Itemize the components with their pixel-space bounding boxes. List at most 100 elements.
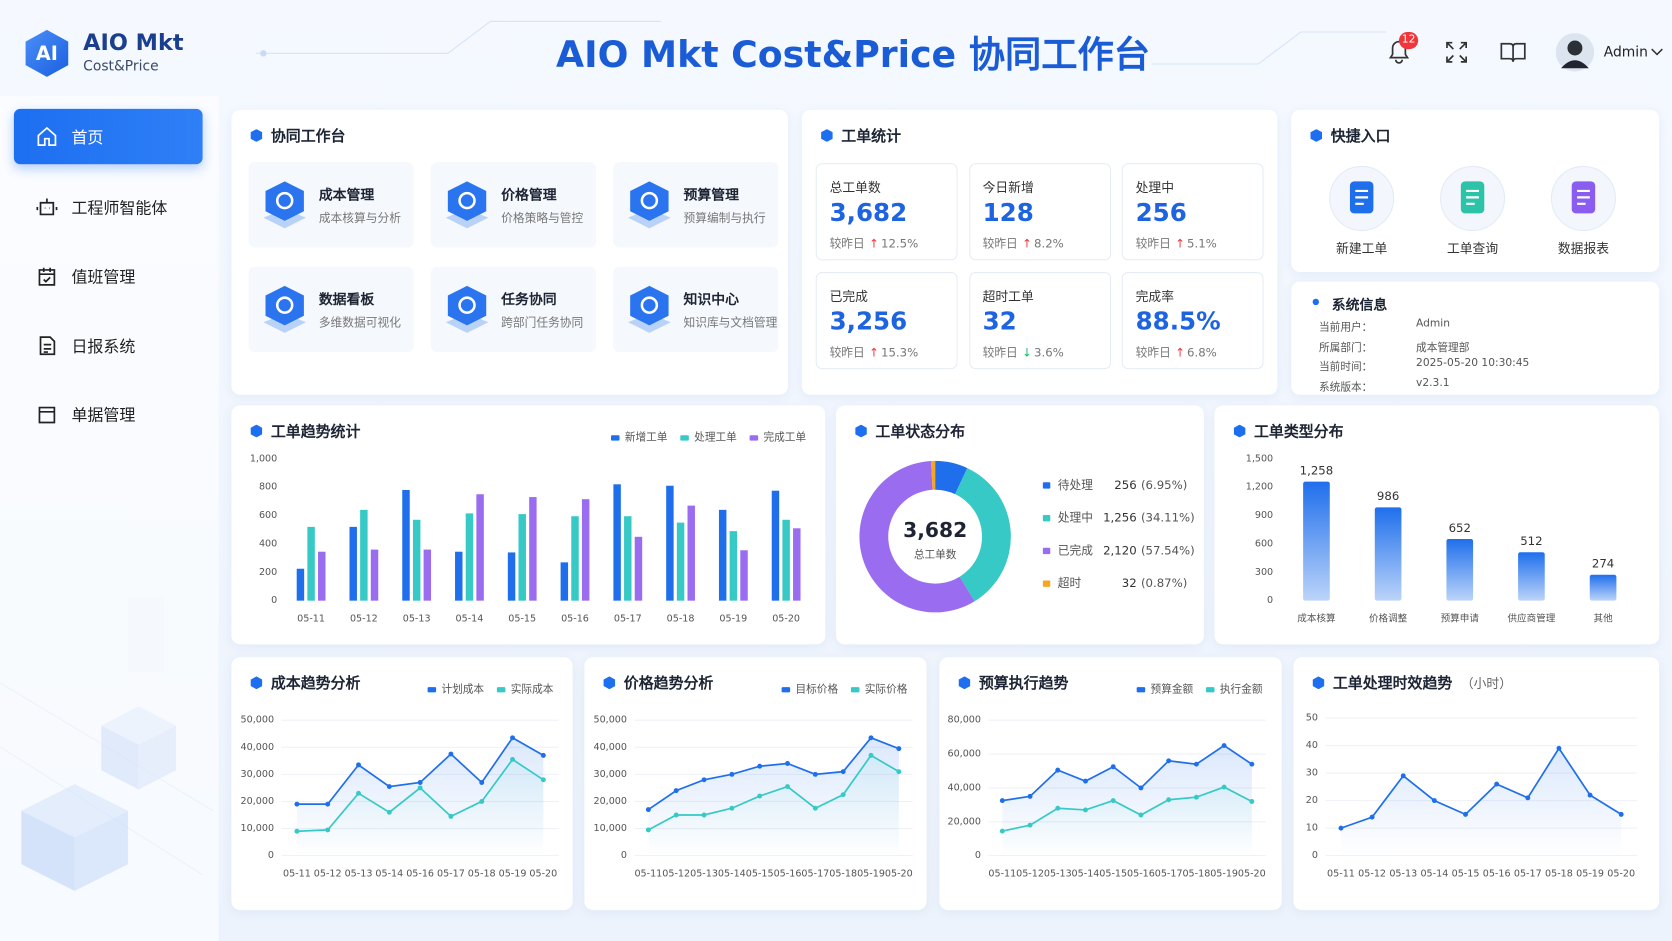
legend-label: 待处理 xyxy=(1058,478,1093,492)
value-label: 512 xyxy=(1520,534,1542,548)
x-tick-label: 05-18 xyxy=(1182,868,1210,879)
point xyxy=(1221,784,1227,790)
module-card[interactable]: 预算管理 预算编制与执行 xyxy=(613,162,779,248)
legend-swatch xyxy=(749,434,759,441)
point xyxy=(785,761,790,766)
legend: 计划成本 实际成本 xyxy=(427,680,554,696)
quick-icon[interactable] xyxy=(1440,165,1506,231)
quick-icon[interactable] xyxy=(1329,165,1395,231)
x-tick-label: 05-16 xyxy=(1483,868,1511,879)
user-menu-caret[interactable] xyxy=(1651,48,1664,57)
quick-label[interactable]: 数据报表 xyxy=(1557,241,1610,257)
y-tick-label: 400 xyxy=(259,538,277,549)
bar xyxy=(740,550,748,601)
point xyxy=(1055,767,1061,773)
stat-value: 88.5% xyxy=(1135,308,1221,337)
x-tick-label: 05-13 xyxy=(690,868,718,879)
module-card[interactable]: 知识中心 知识库与文档管理 xyxy=(613,266,779,353)
status-panel: 工单状态分布 待处理 256 (6.95%) 处理中 1,256 (34.11%) 已完成 2… xyxy=(835,405,1204,645)
stat-card: 总工单数 3,682 较昨日 ↑ 12.5% xyxy=(815,163,958,261)
x-tick-label: 05-20 xyxy=(529,868,557,879)
legend-label: 实际成本 xyxy=(510,683,554,696)
value-label: 274 xyxy=(1592,557,1614,571)
y-tick-label: 50,000 xyxy=(241,715,275,726)
workbench-panel: 协同工作台 成本管理 成本核算与分析 价格管理 价格策略与管控 预算管理 预算编制与执行数… xyxy=(231,109,788,395)
x-tick-label: 05-14 xyxy=(1420,868,1448,879)
value-label: 1,258 xyxy=(1300,463,1334,477)
y-tick-label: 0 xyxy=(271,595,277,606)
icon-shape xyxy=(39,336,56,356)
point xyxy=(868,752,874,758)
quick-icon[interactable] xyxy=(1550,165,1616,231)
x-tick-label: 05-13 xyxy=(345,868,373,879)
x-tick-label: 05-14 xyxy=(456,613,484,624)
module-name: 知识中心 xyxy=(683,292,739,309)
legend-swatch xyxy=(610,434,620,441)
legend-value: 2,120 xyxy=(1103,543,1137,557)
y-tick-label: 600 xyxy=(1255,538,1273,549)
fullscreen-icon[interactable] xyxy=(1445,41,1468,64)
avatar[interactable] xyxy=(1555,33,1595,72)
y-tick-label: 1,000 xyxy=(250,453,277,464)
x-tick-label: 05-20 xyxy=(885,868,913,879)
title-text: 预算执行趋势 xyxy=(978,675,1069,693)
x-tick-label: 05-17 xyxy=(614,613,642,624)
bar xyxy=(318,551,326,601)
point xyxy=(356,790,361,796)
point xyxy=(999,798,1005,804)
legend-item: 完成工单 xyxy=(749,428,806,444)
icon-hex xyxy=(447,285,487,326)
title-text: 成本趋势分析 xyxy=(270,675,361,693)
legend-swatch xyxy=(850,686,860,692)
nav-item[interactable]: 值班管理 xyxy=(14,249,203,304)
docs-icon[interactable] xyxy=(1499,41,1527,64)
y-tick-label: 30,000 xyxy=(241,769,275,780)
point xyxy=(1110,764,1116,770)
module-card[interactable]: 成本管理 成本核算与分析 xyxy=(248,162,414,248)
point xyxy=(1138,785,1144,791)
x-tick-label: 价格调整 xyxy=(1369,612,1408,624)
bar xyxy=(793,528,801,601)
quick-label[interactable]: 新建工单 xyxy=(1336,241,1388,257)
quick-label[interactable]: 工单查询 xyxy=(1446,241,1499,257)
point xyxy=(1027,793,1033,799)
nav-item[interactable]: 单据管理 xyxy=(14,386,203,441)
info-value: v2.3.1 xyxy=(1416,377,1450,389)
icon-lines xyxy=(1466,189,1479,205)
efficiency-panel: 工单处理时效趋势 （小时） 0 10 20 30 40 50 05-11 05-12 05-13 0… xyxy=(1293,657,1660,911)
point xyxy=(729,771,735,777)
stat-label: 处理中 xyxy=(1135,180,1175,196)
nav-item[interactable]: 工程师智能体 xyxy=(14,179,203,234)
module-card[interactable]: 价格管理 价格策略与管控 xyxy=(430,162,597,248)
nav-item[interactable]: 首页 xyxy=(13,108,203,165)
compare-label: 较昨日 xyxy=(982,236,1018,251)
x-tick-label: 05-13 xyxy=(403,613,431,624)
nav-label: 首页 xyxy=(71,127,104,147)
icon-glyph xyxy=(458,191,476,210)
module-desc: 预算编制与执行 xyxy=(683,211,766,226)
icon-hex xyxy=(447,181,487,221)
point xyxy=(1083,807,1088,813)
legend-item: 实际价格 xyxy=(850,680,907,696)
user-name[interactable]: Admin xyxy=(1603,44,1648,61)
bar xyxy=(729,531,738,601)
x-tick-label: 预算申请 xyxy=(1441,612,1480,624)
stats-panel: 工单统计 总工单数 3,682 较昨日 ↑ 12.5% 今日新增 128 较昨日 ↑ 8.2% 处理… xyxy=(801,109,1278,395)
series-line xyxy=(647,736,900,811)
point xyxy=(1618,811,1624,817)
stat-card: 今日新增 128 较昨日 ↑ 8.2% xyxy=(968,163,1111,261)
y-tick-label: 0 xyxy=(1267,595,1273,606)
nav-item[interactable]: 日报系统 xyxy=(14,318,203,373)
center-label: 总工单数 xyxy=(914,548,957,561)
module-card[interactable]: 数据看板 多维数据可视化 xyxy=(248,266,414,353)
point xyxy=(479,780,485,785)
point xyxy=(1027,822,1033,828)
module-card[interactable]: 任务协同 跨部门任务协同 xyxy=(430,266,597,353)
x-tick-label: 05-12 xyxy=(1016,868,1044,879)
bar xyxy=(613,484,621,601)
donut-hole xyxy=(889,490,981,583)
y-tick-label: 1,200 xyxy=(1246,482,1273,493)
point xyxy=(1221,743,1227,749)
x-tick-label: 05-17 xyxy=(801,868,829,879)
point xyxy=(356,762,361,768)
